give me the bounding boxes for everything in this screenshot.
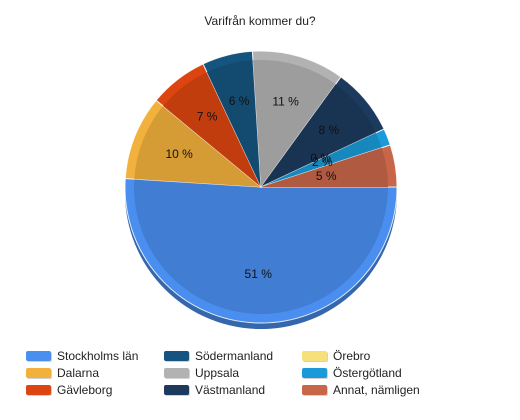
- legend-item-ostergotland: Östergötland: [302, 364, 462, 381]
- pie-slice-inner-stockholms-lan: [133, 179, 388, 314]
- legend-label-gavleborg: Gävleborg: [57, 382, 113, 397]
- legend-label-dalarna: Dalarna: [57, 365, 100, 380]
- legend-label-sodermanland: Södermanland: [195, 348, 274, 363]
- pie-label-gavleborg: 7 %: [197, 110, 218, 124]
- pie-label-annat-namligen: 5 %: [316, 169, 337, 183]
- legend-label-ostergotland: Östergötland: [333, 365, 402, 380]
- pie-label-sodermanland: 6 %: [229, 94, 250, 108]
- pie-slice-inner-dalarna: [134, 106, 261, 187]
- legend-swatch-ostergotland: [302, 367, 327, 378]
- legend-label-uppsala: Uppsala: [195, 365, 240, 380]
- legend-swatch-dalarna: [26, 367, 51, 378]
- legend: Stockholms län Södermanland Örebro Dalarna U…: [26, 347, 506, 398]
- legend-swatch-vastmanland: [164, 384, 189, 395]
- pie-labels-layer: 51 % 10 % 7 % 6 % 11 % 8 % 0 %2 %5 %: [166, 94, 340, 281]
- pie-slices-layer: [124, 50, 398, 324]
- pie-slice-inner-annat-namligen: [261, 147, 388, 187]
- legend-label-annat-namligen: Annat, nämligen: [333, 382, 420, 397]
- pie-label-orebro: 0 %: [310, 151, 331, 165]
- pie-label-dalarna: 10 %: [166, 147, 194, 161]
- pie-label-vastmanland: 8 %: [318, 123, 339, 137]
- pie-slice-inner-uppsala: [253, 59, 336, 188]
- legend-item-vastmanland: Västmanland: [164, 381, 302, 398]
- legend-label-vastmanland: Västmanland: [195, 382, 266, 397]
- pie-slice-inner-sodermanland: [206, 60, 261, 187]
- chart-title: Varifrån kommer du?: [204, 14, 316, 28]
- pie-label-ostergotland: 2 %: [312, 155, 333, 169]
- legend-swatch-orebro: [302, 350, 327, 361]
- legend-item-gavleborg: Gävleborg: [26, 381, 164, 398]
- pie-slice-inner-ostergotland: [261, 132, 382, 187]
- legend-swatch-gavleborg: [26, 384, 51, 395]
- legend-item-uppsala: Uppsala: [164, 364, 302, 381]
- legend-swatch-sodermanland: [164, 350, 189, 361]
- legend-swatch-stockholms-lan: [26, 350, 51, 361]
- legend-swatch-annat-namligen: [302, 384, 327, 395]
- pie-label-stockholms-lan: 51 %: [245, 267, 273, 281]
- pie-slice-inner-vastmanland: [261, 84, 376, 187]
- legend-label-stockholms-lan: Stockholms län: [57, 348, 139, 363]
- legend-item-sodermanland: Södermanland: [164, 347, 302, 364]
- legend-item-orebro: Örebro: [302, 347, 462, 364]
- legend-item-annat-namligen: Annat, nämligen: [302, 381, 462, 398]
- legend-swatch-uppsala: [164, 367, 189, 378]
- legend-label-orebro: Örebro: [333, 348, 371, 363]
- legend-item-stockholms-lan: Stockholms län: [26, 347, 164, 364]
- pie-slice-inner-gavleborg: [163, 72, 261, 187]
- legend-item-dalarna: Dalarna: [26, 364, 164, 381]
- pie-label-uppsala: 11 %: [272, 95, 299, 109]
